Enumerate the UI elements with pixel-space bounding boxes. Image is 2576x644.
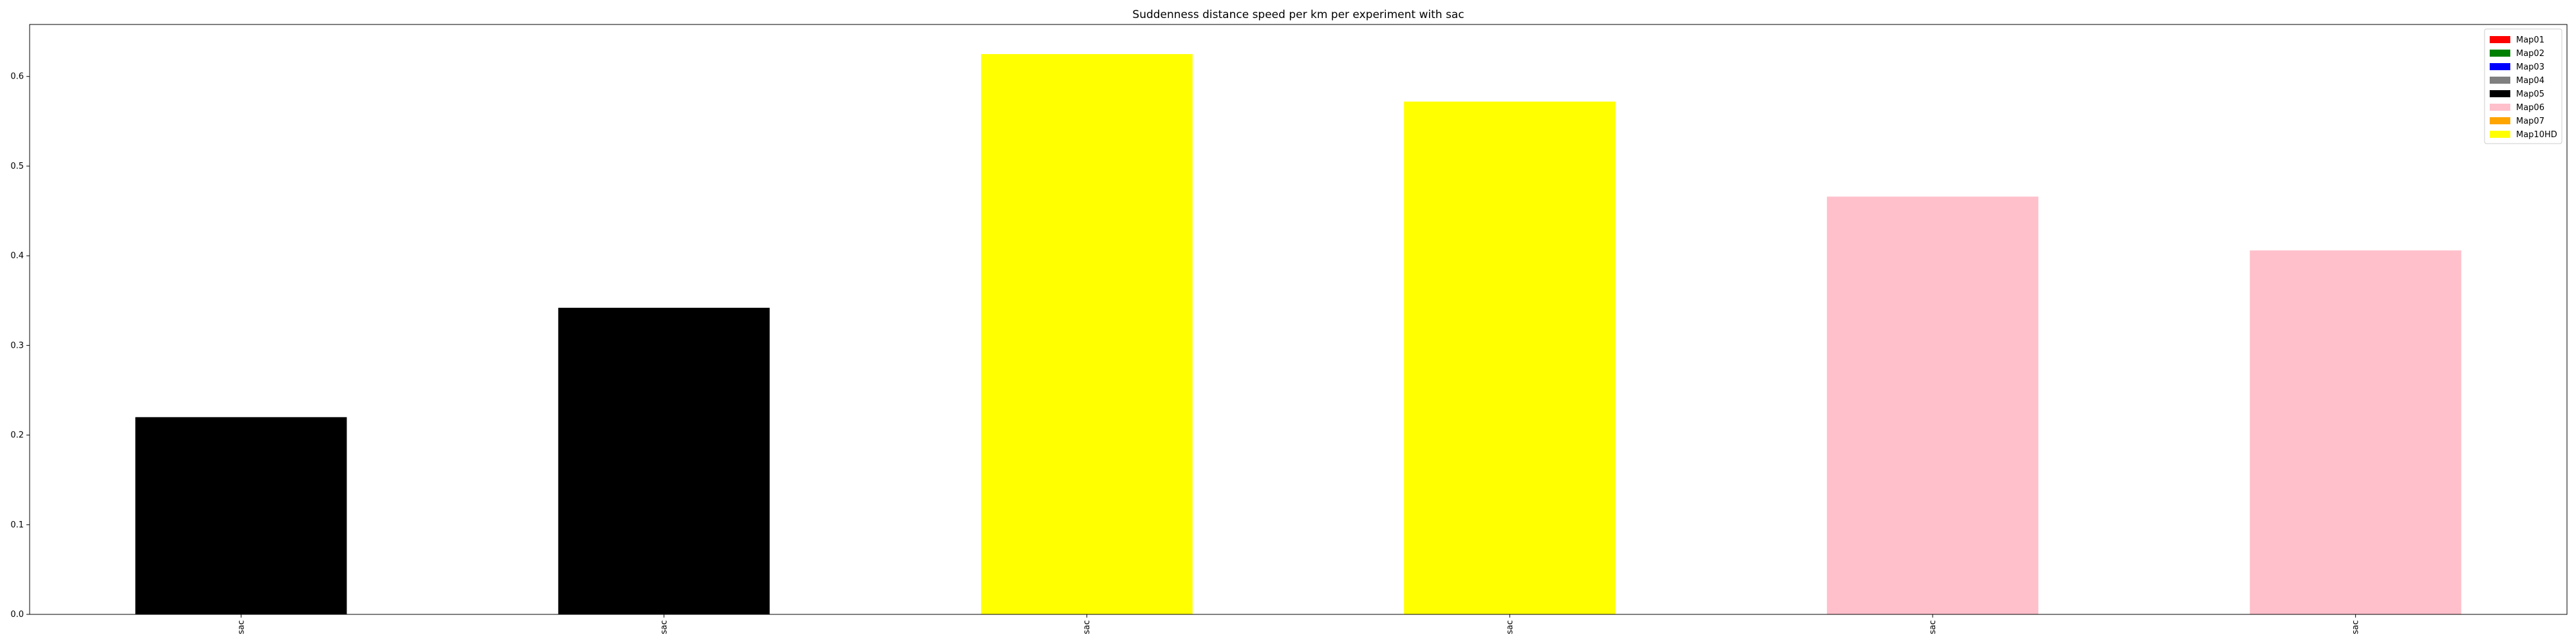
legend-swatch [2490,63,2510,70]
chart-title: Suddenness distance speed per km per exp… [1132,8,1464,21]
bar-2 [558,307,770,614]
y-tick-label: 0.1 [10,520,24,530]
legend-swatch [2490,50,2510,57]
x-tick-label: sac [1505,620,1515,634]
x-tick-label: sac [236,620,246,634]
x-tick-label: sac [1083,620,1092,634]
y-tick-label: 0.2 [10,431,24,440]
bar-3 [981,53,1193,614]
legend-swatch [2490,90,2510,97]
legend-swatch [2490,36,2510,43]
legend-label: Map10HD [2516,130,2557,140]
legend-swatch [2490,131,2510,138]
legend-swatch [2490,104,2510,111]
bars-group [135,53,2461,615]
x-tick-label: sac [659,620,669,634]
legend-label: Map04 [2516,76,2544,86]
x-tick-label: sac [2351,620,2361,634]
legend-swatch [2490,117,2510,124]
legend-frame [2484,28,2562,144]
y-tick-label: 0.5 [10,162,24,171]
legend-label: Map05 [2516,90,2544,99]
bar-5 [1826,196,2039,614]
legend-label: Map07 [2516,117,2544,126]
plot-frame [29,24,2568,615]
bar-6 [2249,250,2461,615]
y-axis: 0.0 0.1 0.2 0.3 0.4 0.5 0.6 [10,72,30,620]
legend: Map01 Map02 Map03 Map04 Map05 Map06 Map07 Map10… [2484,28,2562,144]
legend-swatch [2490,77,2510,84]
bar-4 [1404,101,1616,615]
legend-label: Map02 [2516,49,2544,59]
y-tick-label: 0.0 [10,610,24,620]
y-tick-label: 0.6 [10,72,24,82]
x-axis: sac sac sac sac sac sac [236,614,2361,634]
bar-1 [135,417,347,614]
legend-label: Map06 [2516,103,2544,113]
y-tick-label: 0.4 [10,251,24,261]
x-tick-label: sac [1928,620,1938,634]
legend-label: Map03 [2516,62,2544,72]
y-tick-label: 0.3 [10,341,24,350]
legend-label: Map01 [2516,35,2544,45]
